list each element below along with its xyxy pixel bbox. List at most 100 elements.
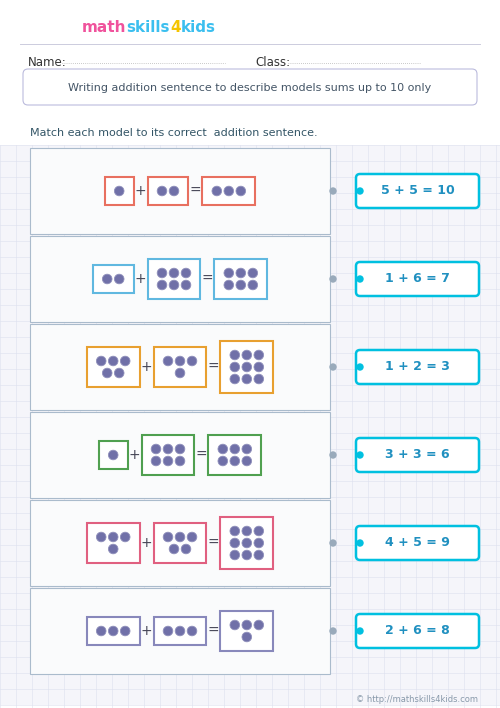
Text: =: =: [202, 272, 213, 286]
Circle shape: [114, 186, 124, 196]
Text: +: +: [141, 624, 152, 638]
Text: 4 + 5 = 9: 4 + 5 = 9: [385, 537, 450, 549]
FancyBboxPatch shape: [356, 438, 479, 472]
Text: skills: skills: [126, 21, 170, 35]
Text: +: +: [141, 360, 152, 374]
Text: 5 + 5 = 10: 5 + 5 = 10: [380, 185, 454, 198]
Text: 3 + 3 = 6: 3 + 3 = 6: [385, 448, 450, 462]
Circle shape: [254, 526, 264, 536]
Circle shape: [108, 626, 118, 636]
Circle shape: [254, 550, 264, 560]
Circle shape: [357, 364, 363, 370]
Circle shape: [151, 456, 161, 466]
Circle shape: [254, 620, 264, 630]
Circle shape: [187, 356, 197, 366]
Circle shape: [230, 526, 239, 536]
FancyBboxPatch shape: [30, 412, 330, 498]
Circle shape: [169, 186, 179, 196]
Text: +: +: [135, 184, 146, 198]
FancyBboxPatch shape: [356, 350, 479, 384]
Text: Name:: Name:: [28, 55, 67, 69]
Circle shape: [230, 550, 239, 560]
Circle shape: [330, 452, 336, 458]
Circle shape: [254, 538, 264, 548]
Circle shape: [330, 628, 336, 634]
Circle shape: [236, 186, 246, 196]
Circle shape: [169, 280, 179, 290]
FancyBboxPatch shape: [99, 440, 128, 469]
FancyBboxPatch shape: [87, 347, 140, 387]
FancyBboxPatch shape: [208, 435, 261, 475]
Circle shape: [108, 356, 118, 366]
Circle shape: [212, 186, 222, 196]
FancyBboxPatch shape: [30, 236, 330, 322]
Circle shape: [242, 632, 252, 641]
Text: Writing addition sentence to describe models sums up to 10 only: Writing addition sentence to describe mo…: [68, 83, 432, 93]
Circle shape: [181, 544, 191, 554]
FancyBboxPatch shape: [0, 145, 500, 705]
FancyBboxPatch shape: [154, 617, 206, 646]
Circle shape: [96, 626, 106, 636]
Circle shape: [108, 544, 118, 554]
Circle shape: [175, 532, 185, 542]
Circle shape: [248, 268, 258, 278]
Circle shape: [108, 450, 118, 459]
Circle shape: [357, 452, 363, 458]
FancyBboxPatch shape: [154, 347, 206, 387]
Circle shape: [242, 620, 252, 630]
Circle shape: [218, 456, 228, 466]
Circle shape: [175, 456, 185, 466]
Circle shape: [224, 186, 234, 196]
Circle shape: [163, 456, 173, 466]
FancyBboxPatch shape: [142, 435, 195, 475]
Circle shape: [357, 540, 363, 546]
Text: =: =: [190, 184, 201, 198]
Circle shape: [357, 628, 363, 634]
Text: math: math: [82, 21, 126, 35]
Circle shape: [236, 268, 246, 278]
Circle shape: [175, 626, 185, 636]
Circle shape: [254, 350, 264, 360]
Circle shape: [230, 444, 239, 454]
Circle shape: [157, 280, 167, 290]
FancyBboxPatch shape: [154, 523, 206, 564]
FancyBboxPatch shape: [356, 614, 479, 648]
FancyBboxPatch shape: [220, 517, 273, 569]
FancyBboxPatch shape: [356, 526, 479, 560]
Circle shape: [163, 626, 173, 636]
Text: Class:: Class:: [255, 55, 290, 69]
Text: Match each model to its correct  addition sentence.: Match each model to its correct addition…: [30, 128, 318, 138]
Circle shape: [254, 375, 264, 384]
FancyBboxPatch shape: [93, 265, 134, 293]
FancyBboxPatch shape: [148, 258, 201, 299]
FancyBboxPatch shape: [214, 258, 267, 299]
FancyBboxPatch shape: [220, 610, 273, 651]
Circle shape: [236, 280, 246, 290]
Circle shape: [230, 350, 239, 360]
Circle shape: [163, 356, 173, 366]
Text: +: +: [141, 536, 152, 550]
Circle shape: [242, 526, 252, 536]
FancyBboxPatch shape: [87, 523, 140, 564]
Circle shape: [175, 444, 185, 454]
Text: 4: 4: [170, 21, 180, 35]
FancyBboxPatch shape: [202, 176, 255, 205]
Circle shape: [330, 364, 336, 370]
Text: kids: kids: [180, 21, 216, 35]
Circle shape: [181, 268, 191, 278]
Circle shape: [96, 532, 106, 542]
Text: +: +: [135, 272, 146, 286]
Circle shape: [242, 362, 252, 372]
FancyBboxPatch shape: [220, 341, 273, 394]
Circle shape: [114, 368, 124, 378]
Circle shape: [163, 532, 173, 542]
Circle shape: [242, 456, 252, 466]
Circle shape: [254, 362, 264, 372]
Circle shape: [157, 186, 167, 196]
Circle shape: [330, 540, 336, 546]
Circle shape: [230, 456, 239, 466]
Circle shape: [169, 268, 179, 278]
Circle shape: [330, 188, 336, 194]
Circle shape: [242, 550, 252, 560]
Circle shape: [224, 268, 234, 278]
